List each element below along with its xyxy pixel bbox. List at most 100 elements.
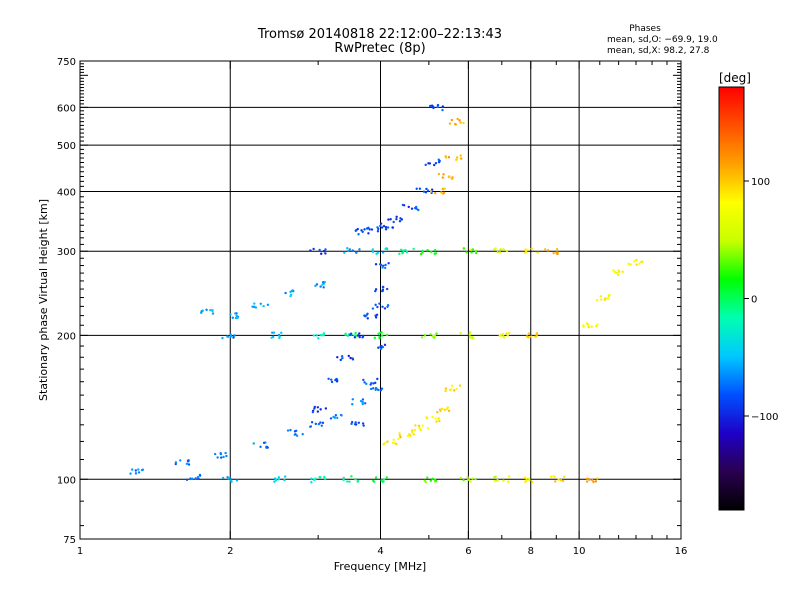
data-point (381, 266, 384, 269)
data-point (322, 286, 325, 289)
data-point (429, 190, 433, 193)
data-point (322, 249, 326, 253)
data-point (433, 191, 437, 195)
data-point (324, 248, 327, 251)
data-point (259, 445, 262, 449)
data-point (447, 155, 451, 159)
data-point (375, 313, 379, 317)
data-point (382, 480, 385, 483)
data-point (271, 331, 274, 334)
data-point (317, 337, 320, 340)
data-point (474, 251, 478, 255)
data-point (351, 249, 354, 252)
data-point (322, 475, 326, 479)
data-point (231, 316, 234, 319)
data-point (443, 187, 446, 190)
y-tick-label: 200 (57, 331, 76, 342)
y-tick-label: 600 (57, 103, 76, 114)
data-point (224, 451, 227, 455)
data-point (201, 309, 205, 312)
data-point (361, 401, 364, 405)
data-point (295, 434, 299, 437)
data-point (526, 248, 529, 252)
data-point (557, 478, 560, 481)
data-point (362, 424, 365, 427)
data-point (421, 249, 424, 252)
data-point (384, 263, 387, 267)
data-point (638, 262, 641, 265)
data-point (377, 332, 380, 335)
colorbar-tick-label: −100 (751, 412, 778, 423)
data-point (179, 459, 182, 462)
data-point (211, 312, 215, 315)
data-point (198, 473, 202, 477)
data-point (376, 251, 380, 254)
data-point (471, 477, 474, 480)
data-point (374, 263, 378, 266)
data-point (386, 305, 389, 308)
data-point (348, 480, 351, 483)
data-point (270, 336, 273, 339)
x-axis-label: Frequency [MHz] (334, 560, 426, 573)
data-point (350, 475, 353, 478)
data-point (381, 251, 385, 254)
data-point (386, 440, 389, 443)
data-point (462, 121, 465, 125)
data-point (398, 220, 402, 223)
data-point (417, 208, 420, 212)
data-point (471, 248, 475, 251)
data-point (277, 478, 281, 481)
data-point (379, 331, 382, 334)
data-point (399, 436, 402, 439)
data-point (435, 420, 438, 423)
data-point (381, 305, 384, 308)
data-point (413, 428, 417, 432)
data-point (395, 217, 398, 221)
data-point (313, 407, 316, 410)
data-point (130, 468, 134, 471)
y-axis-label: Stationary phase Virtual Height [km] (37, 199, 50, 401)
data-point (277, 476, 281, 479)
data-point (385, 476, 389, 479)
data-point (308, 249, 312, 252)
data-point (447, 409, 451, 413)
data-point (319, 408, 322, 411)
data-point (459, 121, 462, 124)
data-point (441, 192, 445, 195)
data-point (358, 332, 361, 335)
data-point (368, 228, 371, 231)
data-point (444, 156, 448, 159)
data-point (310, 421, 314, 424)
data-point (327, 377, 330, 380)
data-point (318, 475, 321, 479)
data-point (424, 191, 428, 194)
data-point (470, 336, 473, 339)
data-point (546, 249, 550, 252)
data-point (596, 477, 599, 480)
data-point (355, 228, 358, 232)
data-point (640, 260, 643, 264)
data-point (399, 217, 402, 220)
colorbar-ticks: 100 0 −100 (744, 177, 778, 423)
data-point (358, 335, 361, 339)
data-point (379, 224, 382, 228)
data-point (458, 119, 461, 122)
data-point (385, 287, 389, 291)
data-point (191, 477, 194, 480)
data-point (236, 316, 239, 320)
data-point (209, 308, 212, 312)
data-point (324, 252, 327, 255)
data-point (265, 446, 268, 449)
data-point (555, 247, 559, 251)
data-point (391, 226, 395, 229)
phases-title: Phases (629, 24, 661, 34)
data-point (621, 270, 624, 273)
data-point (129, 472, 132, 475)
data-point (211, 309, 214, 313)
data-point (618, 270, 621, 273)
data-point (381, 289, 384, 293)
data-point (594, 480, 598, 483)
data-point (412, 247, 415, 251)
data-point (424, 163, 427, 167)
data-point (221, 476, 225, 480)
